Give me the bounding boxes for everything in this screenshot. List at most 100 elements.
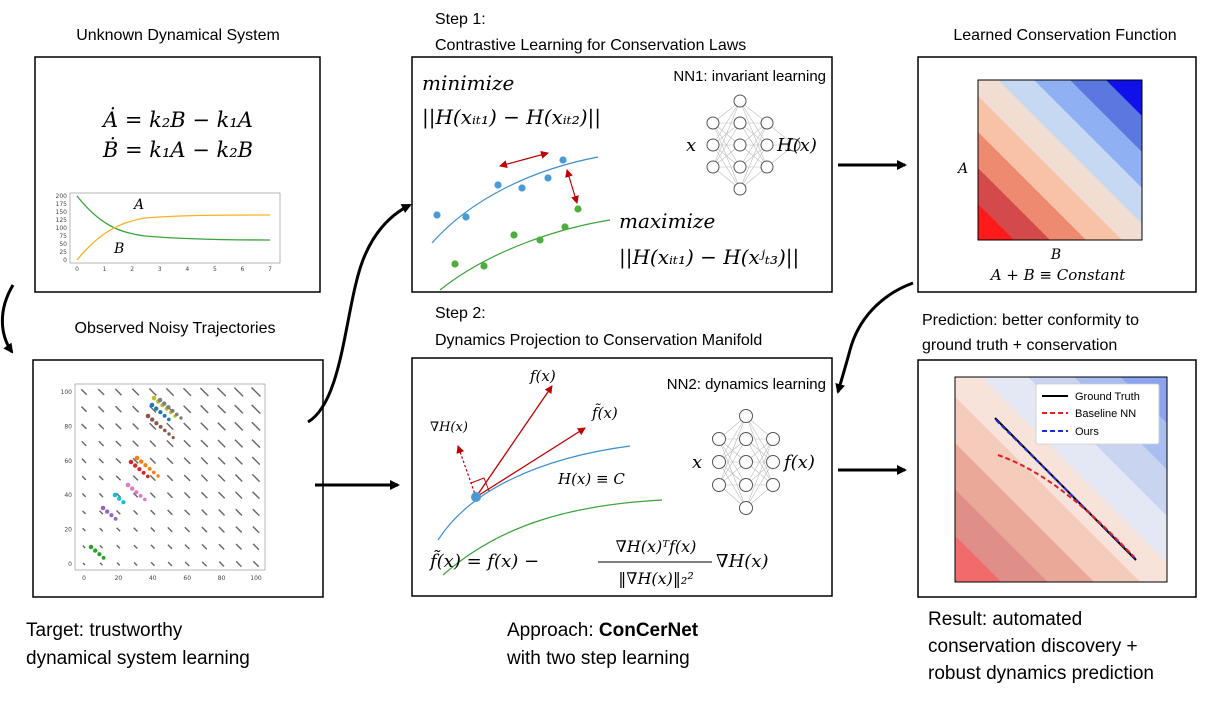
ab-plot-x-ticks: 0 1 2 3 4 5 6 7 — [75, 266, 272, 273]
vector-arrow — [201, 526, 208, 533]
nn-node — [733, 94, 747, 108]
unknown-system-box — [34, 56, 321, 293]
green-point — [536, 236, 544, 244]
vector-arrow — [81, 458, 87, 464]
vector-arrow — [133, 527, 138, 532]
trajectories-box — [32, 359, 324, 598]
vector-arrow — [80, 406, 88, 413]
ab-x-tick: 5 — [213, 266, 217, 273]
trajectory-dot — [166, 405, 171, 410]
nn-node — [739, 409, 753, 423]
curve-a-decay — [76, 195, 271, 241]
vector-arrow — [200, 491, 208, 499]
nn-edge — [718, 415, 747, 463]
manifold-label: H(x) ≡ C — [557, 470, 625, 488]
prediction-background — [955, 377, 1167, 582]
arrow-system-to-trajectories — [0, 284, 15, 354]
ab-y-tick: 25 — [59, 249, 67, 256]
nn-edge — [739, 122, 768, 190]
vector-arrow — [82, 562, 86, 566]
ab-x-tick: 1 — [103, 266, 107, 273]
vector-arrow — [131, 388, 140, 396]
nn-edge — [739, 122, 768, 168]
vector-arrow — [218, 561, 225, 567]
curve-label-b: B — [113, 241, 124, 257]
nn-edge — [745, 461, 774, 509]
learned-function-title: Learned Conservation Function — [953, 27, 1176, 44]
vector-arrow — [201, 543, 208, 550]
trajectory-dot — [137, 467, 142, 472]
nn-node — [733, 182, 747, 196]
scatter-plot-frame — [74, 383, 266, 571]
nn-edge — [745, 438, 774, 486]
vector-arrow — [200, 404, 209, 414]
vector-arrow — [167, 509, 173, 516]
neighbor-manifold-curve — [442, 499, 663, 576]
vector-arrow — [183, 405, 192, 414]
trajectory-dot — [142, 497, 147, 502]
vector-arrow — [81, 510, 87, 515]
vector-arrow — [81, 475, 87, 481]
vector-arrow — [80, 388, 88, 396]
vector-arrow — [81, 493, 87, 498]
ab-y-tick: 100 — [56, 225, 68, 232]
vector-arrow — [149, 474, 156, 482]
blue-point — [518, 184, 526, 192]
nn-node — [706, 138, 720, 152]
formula-numerator: ∇H(x)ᵀf(x) — [616, 537, 697, 556]
vector-arrow — [217, 456, 226, 465]
legend-baseline-label: Baseline NN — [1075, 408, 1136, 420]
pull-together-arrow — [499, 150, 549, 169]
vector-arrow — [98, 475, 104, 481]
right-angle-marker — [470, 477, 490, 492]
nn-node — [733, 138, 747, 152]
vector-arrow — [234, 404, 244, 414]
ab-x-tick: 2 — [130, 266, 134, 273]
trajectory-dot — [125, 482, 131, 488]
nn-node — [766, 432, 780, 446]
prediction-legend: Ground Truth Baseline NN Ours — [1035, 383, 1160, 445]
ab-x-tick: 7 — [268, 266, 272, 273]
nn-node — [733, 116, 747, 130]
vector-arrow — [149, 440, 157, 448]
vector-arrow — [184, 544, 190, 550]
trajectory-dot — [134, 455, 140, 461]
nn-edge — [718, 438, 747, 486]
result-caption-line3: robust dynamics prediction — [928, 663, 1154, 684]
vector-arrow — [167, 544, 173, 550]
nn-node — [739, 501, 753, 515]
nn1-network-icon — [706, 94, 801, 196]
vector-arrow — [97, 405, 105, 413]
step1-green-trajectory — [439, 219, 611, 291]
gradient-vector-arrow — [456, 445, 477, 498]
vector-arrow — [200, 422, 209, 431]
maximize-word: maximize — [619, 209, 715, 233]
trajectory-dot — [93, 548, 98, 553]
nn2-output-label: f(x) — [782, 452, 815, 473]
vector-arrow — [98, 423, 105, 430]
vector-arrow — [217, 474, 226, 482]
trajectory-dot — [147, 466, 152, 471]
trajectory-dot — [151, 470, 156, 475]
ab-y-tick: 150 — [56, 209, 68, 216]
conservation-heatmap — [978, 80, 1142, 240]
arrow-learned-to-step2 — [835, 281, 914, 394]
vector-arrow — [234, 421, 244, 431]
trajectory-dot — [157, 397, 163, 403]
vector-arrow — [133, 561, 138, 567]
vector-arrow — [201, 509, 208, 516]
vector-arrow — [252, 560, 260, 568]
approach-caption-line1: Approach: ConCerNet — [507, 620, 699, 641]
minimize-expression: ||H(xᵢₜ₁) − H(xᵢₜ₂)|| — [422, 105, 601, 130]
trajectory-dot — [171, 436, 175, 440]
f-vector-label: f(x) — [529, 367, 556, 385]
vector-arrow — [218, 543, 225, 550]
vector-arrow — [235, 560, 242, 568]
nn-node — [760, 116, 774, 130]
trajectory-dot — [149, 402, 155, 408]
nn-node — [739, 455, 753, 469]
scatter-y-tick: 40 — [64, 492, 72, 499]
formula-tail: ∇H(x) — [716, 551, 768, 572]
